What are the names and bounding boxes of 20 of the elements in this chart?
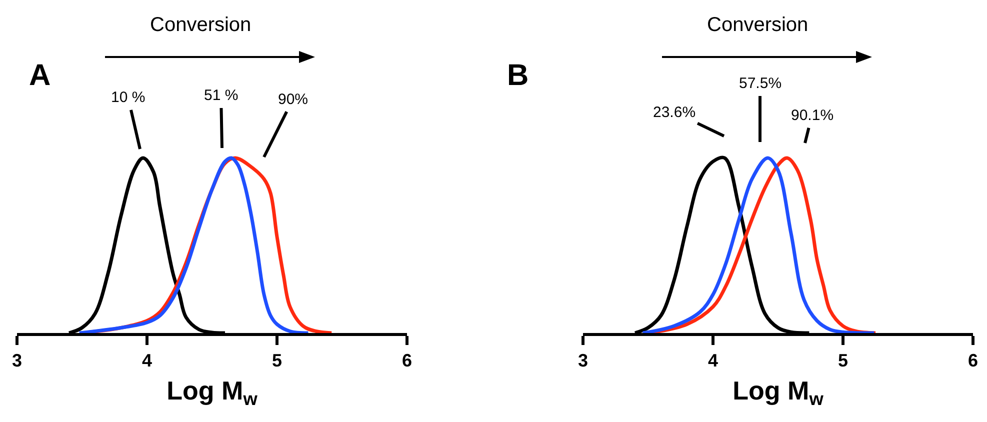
text: 57.5% — [739, 75, 782, 92]
text: A — [29, 59, 51, 92]
x-tick-label: 6 — [968, 350, 978, 371]
x-tick-label: 3 — [578, 350, 588, 371]
text: 23.6% — [653, 104, 696, 121]
text: 51 % — [204, 87, 238, 104]
x-axis-title: Log M$_{w}$ — [166, 375, 258, 409]
x-axis-title: Log M$_{w}$ — [732, 375, 824, 409]
text: 90.1% — [791, 107, 834, 124]
text: 10 % — [111, 89, 146, 106]
text: 90% — [278, 91, 308, 108]
x-tick-label: 4 — [142, 350, 152, 371]
text: Conversion — [707, 14, 808, 36]
x-tick-label: 5 — [272, 350, 282, 371]
x-tick-label: 3 — [12, 350, 22, 371]
text: Conversion — [150, 14, 252, 36]
x-tick-label: 6 — [402, 350, 412, 371]
x-tick-label: 5 — [838, 350, 848, 371]
text: B — [507, 59, 529, 92]
x-tick-label: 4 — [708, 350, 718, 371]
